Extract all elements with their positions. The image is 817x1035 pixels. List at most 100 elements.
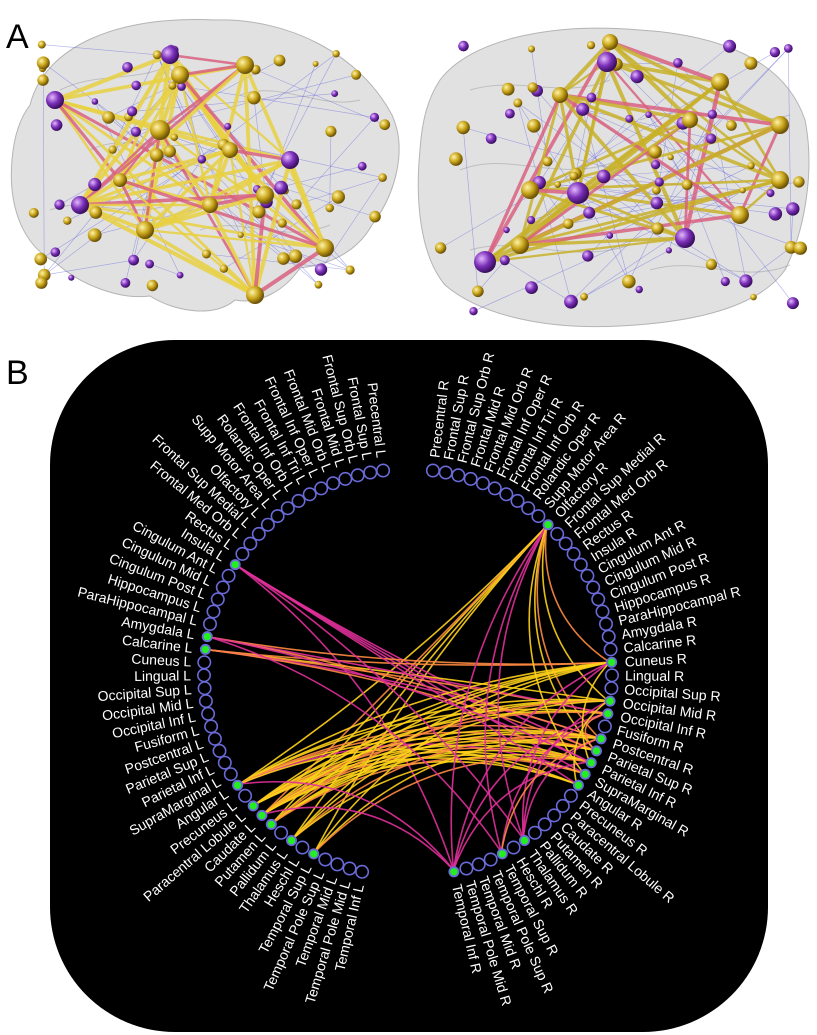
node-temporal-pole-sup-l	[318, 852, 333, 867]
a1-thin-edge	[44, 259, 134, 276]
a1-hub-edge	[228, 148, 292, 162]
edge-temporal-sup-l-to-cuneus-r	[313, 661, 610, 853]
a2-purple-node	[707, 109, 717, 120]
node-cingulum-ant-l	[221, 568, 236, 583]
node-thalamus-l	[285, 835, 297, 847]
a1-thin-edge	[149, 263, 181, 276]
a2-gold-node	[793, 241, 807, 255]
a2-purple-node	[783, 44, 793, 53]
edge-putamen-l-to-supramarginal-r	[272, 757, 584, 824]
node-frontal-inf-oper-l	[314, 481, 329, 496]
a1-gold-node	[37, 40, 46, 49]
a2-hub-edge	[608, 40, 782, 127]
a2-hub-node	[602, 34, 618, 50]
a1-hub-node	[71, 196, 89, 214]
node-frontal-mid-l	[338, 471, 353, 486]
node-parietal-sup-l	[212, 743, 227, 758]
a2-hub-edge	[483, 93, 562, 264]
a2-purple-node	[458, 40, 469, 52]
edge-occipital-mid-r-to-angular-r	[573, 700, 609, 785]
a2-hub-edge	[483, 236, 687, 264]
a2-gold-node	[528, 45, 535, 53]
panel-a-label: A	[6, 18, 29, 56]
edge-thalamus-l-to-postcentral-r	[292, 735, 600, 840]
edge-temporal-sup-r-to-olfactory-r	[484, 525, 548, 853]
a2-purple-node	[768, 207, 783, 221]
node-frontal-inf-orb-r	[510, 493, 525, 508]
node-paracentral-lobule-r	[555, 798, 570, 813]
node-frontal-sup-medial-l	[251, 526, 266, 541]
edge-paracentral-lobule-l-to-postcentral-r	[254, 729, 600, 806]
a1-thin-edge	[43, 62, 45, 276]
a1-hub-edge	[208, 203, 257, 297]
a2-purple-node	[503, 226, 510, 234]
a2-hub-node	[521, 181, 539, 199]
a2-hub-node	[552, 87, 568, 103]
node-hippocampus-l	[206, 604, 221, 619]
a1-gold-node	[35, 276, 48, 289]
a2-gold-node	[739, 187, 746, 194]
node-cingulum-post-r	[591, 592, 606, 607]
a1-hub-edge	[143, 148, 232, 232]
a2-thin-edge	[745, 247, 792, 282]
a1-gold-node	[247, 91, 261, 105]
a1-gold-node	[332, 50, 340, 58]
a1-purple-node	[127, 106, 138, 117]
a2-purple-node	[650, 196, 664, 210]
a1-gold-node	[369, 210, 381, 223]
a2-hub-edge	[518, 213, 742, 247]
a2-gold-node	[449, 152, 463, 166]
connectogram-background	[50, 340, 768, 1032]
a2-hub-node	[731, 206, 749, 224]
a2-hub-node	[597, 52, 617, 72]
node-thalamus-r	[519, 835, 531, 847]
a1-hub-edge	[252, 245, 328, 298]
connection-edges	[207, 525, 611, 871]
node-calcarine-l	[199, 643, 211, 655]
panel-b-label: B	[6, 354, 29, 392]
edge-cuneus-r-to-parietal-inf-r	[581, 661, 611, 763]
a1-hub-edge	[143, 228, 327, 250]
a1-gold-node	[170, 133, 178, 141]
a2-hub-edge	[518, 93, 562, 247]
edge-putamen-l-to-cuneus-r	[272, 661, 610, 824]
a1-gold-node	[108, 145, 117, 154]
a2-gold-node	[562, 218, 574, 230]
a1-gold-node	[273, 54, 286, 67]
a2-purple-node	[635, 285, 643, 294]
a2-purple-node	[786, 202, 800, 216]
a2-purple-node	[525, 281, 538, 294]
a2-hub-node	[675, 228, 695, 248]
a2-hub-node	[474, 251, 496, 273]
node-frontal-mid-orb-l	[326, 476, 341, 491]
node-frontal-sup-orb-r	[451, 468, 466, 483]
edge-temporal-inf-r-to-cuneus-r	[452, 661, 611, 870]
node-calcarine-r	[603, 642, 618, 657]
edge-putamen-l-to-occipital-mid-r	[272, 699, 609, 824]
a2-gold-node	[586, 41, 596, 50]
a2-hub-node	[682, 112, 698, 128]
node-postcentral-l	[207, 731, 222, 746]
node-rolandic-oper-l	[280, 501, 295, 516]
a2-hub-edge	[607, 39, 693, 123]
node-frontal-inf-tri-r	[499, 487, 514, 502]
a1-gold-node	[277, 252, 290, 265]
node-parietal-sup-r	[591, 745, 603, 757]
a1-purple-node	[128, 254, 140, 266]
a1-purple-node	[50, 119, 63, 131]
a2-hub-edge	[718, 80, 782, 182]
a2-purple-node	[769, 47, 781, 58]
a1-purple-node	[88, 177, 102, 192]
a2-thin-edge	[517, 102, 572, 302]
a1-purple-node	[120, 278, 131, 288]
a1-hub-edge	[287, 157, 328, 251]
node-frontal-inf-orb-l	[291, 493, 306, 508]
node-rolandic-oper-r	[521, 501, 536, 516]
a2-gold-node	[726, 120, 737, 131]
node-heschl-l	[295, 840, 310, 855]
a2-hub-edge	[738, 123, 782, 217]
node-caudate-l	[256, 809, 268, 821]
a1-hub-edge	[78, 128, 162, 207]
node-pallidum-r	[527, 825, 542, 840]
a2-purple-node	[505, 108, 515, 119]
